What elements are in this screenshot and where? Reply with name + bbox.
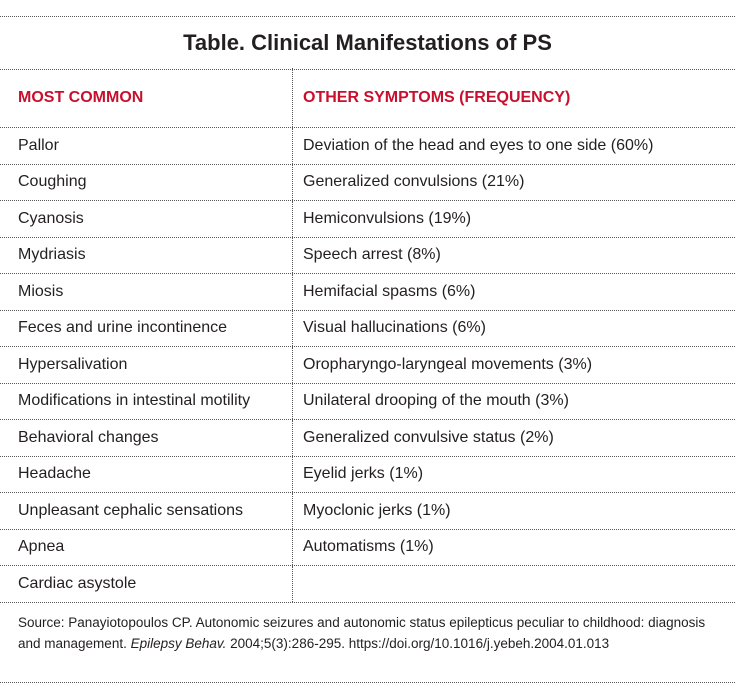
most-common-cell: Feces and urine incontinence <box>0 310 293 346</box>
source-prefix: Source: Panayiotopoulos CP. Autonomic se… <box>18 615 706 651</box>
most-common-cell: Coughing <box>0 164 293 200</box>
other-symptom-cell: Eyelid jerks (1%) <box>303 465 424 483</box>
most-common-cell: Behavioral changes <box>0 420 293 456</box>
column-header-other-symptoms: OTHER SYMPTOMS (FREQUENCY) <box>303 88 571 106</box>
other-symptom-cell <box>293 566 735 602</box>
most-common-cell: Hypersalivation <box>0 347 293 383</box>
table-row: Cyanosis Hemiconvulsions (19%) <box>0 201 735 238</box>
table-row: Hypersalivation Oropharyngo-laryngeal mov… <box>0 347 735 384</box>
table-row: Unpleasant cephalic sensations Myoclonic … <box>0 493 735 530</box>
most-common-cell: Miosis <box>0 274 293 310</box>
most-common-cell: Modifications in intestinal motility <box>0 383 293 419</box>
other-symptom-cell: Generalized convulsive status (2%) <box>303 428 554 446</box>
table-row: Headache Eyelid jerks (1%) <box>0 456 735 493</box>
most-common-cell: Mydriasis <box>0 237 293 273</box>
other-symptom-cell: Myoclonic jerks (1%) <box>303 501 451 519</box>
most-common-cell: Unpleasant cephalic sensations <box>0 493 293 529</box>
other-symptom-cell: Hemifacial spasms (6%) <box>303 282 476 300</box>
table-row: Apnea Automatisms (1%) <box>0 529 735 566</box>
other-symptom-cell: Automatisms (1%) <box>303 538 434 556</box>
most-common-cell: Cardiac asystole <box>0 566 293 602</box>
other-symptom-cell: Generalized convulsions (21%) <box>303 173 525 191</box>
column-header-most-common: MOST COMMON <box>0 68 293 127</box>
other-symptom-cell: Oropharyngo-laryngeal movements (3%) <box>303 355 593 373</box>
most-common-cell: Pallor <box>0 128 293 164</box>
table-row: Modifications in intestinal motility Unil… <box>0 383 735 420</box>
manifestations-table: MOST COMMON OTHER SYMPTOMS (FREQUENCY) P… <box>0 68 735 603</box>
table-row: Feces and urine incontinence Visual hallu… <box>0 310 735 347</box>
other-symptom-cell: Deviation of the head and eyes to one si… <box>303 136 654 154</box>
table-header-row: MOST COMMON OTHER SYMPTOMS (FREQUENCY) <box>0 68 735 128</box>
other-symptom-cell: Hemiconvulsions (19%) <box>303 209 472 227</box>
table-row: Cardiac asystole <box>0 566 735 603</box>
source-citation: Source: Panayiotopoulos CP. Autonomic se… <box>18 612 718 654</box>
source-suffix: 2004;5(3):286-295. https://doi.org/10.10… <box>226 636 610 651</box>
other-symptom-cell: Speech arrest (8%) <box>303 246 441 264</box>
most-common-cell: Apnea <box>0 529 293 565</box>
table-row: Mydriasis Speech arrest (8%) <box>0 237 735 274</box>
most-common-cell: Cyanosis <box>0 201 293 237</box>
table-row: Behavioral changes Generalized convulsive… <box>0 420 735 457</box>
table-title: Table. Clinical Manifestations of PS <box>0 16 735 70</box>
source-journal: Epilepsy Behav. <box>130 636 227 651</box>
other-symptom-cell: Visual hallucinations (6%) <box>303 319 486 337</box>
other-symptom-cell: Unilateral drooping of the mouth (3%) <box>303 392 569 410</box>
table-row: Pallor Deviation of the head and eyes to … <box>0 128 735 165</box>
most-common-cell: Headache <box>0 456 293 492</box>
table-row: Coughing Generalized convulsions (21%) <box>0 164 735 201</box>
table-row: Miosis Hemifacial spasms (6%) <box>0 274 735 311</box>
bottom-divider <box>0 682 735 683</box>
